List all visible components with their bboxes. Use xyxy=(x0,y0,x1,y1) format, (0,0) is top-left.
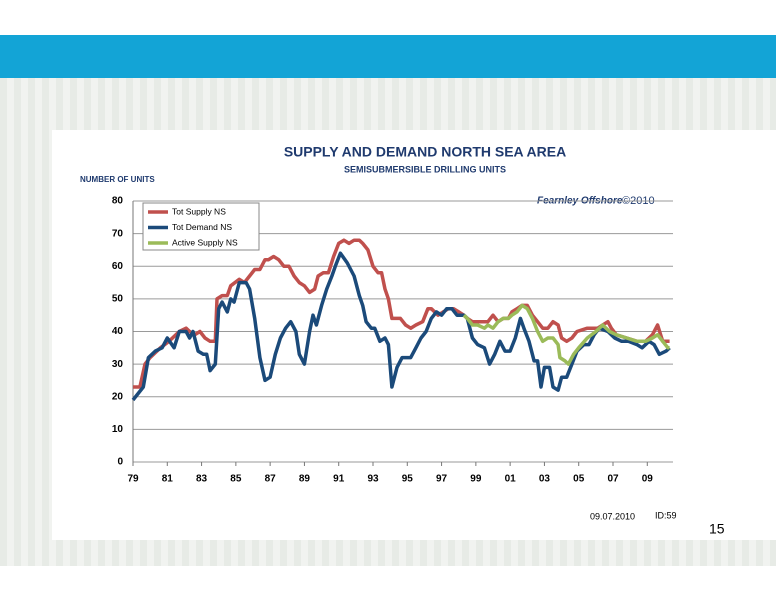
y-tick-label: 60 xyxy=(112,261,124,272)
chart-title: SUPPLY AND DEMAND NORTH SEA AREA xyxy=(284,144,566,160)
x-tick-label: 03 xyxy=(539,474,551,485)
x-tick-label: 99 xyxy=(470,474,482,485)
x-tick-label: 97 xyxy=(436,474,448,485)
y-tick-label: 50 xyxy=(112,294,124,305)
x-tick-label: 09 xyxy=(642,474,654,485)
y-tick-label: 30 xyxy=(112,359,124,370)
x-tick-label: 01 xyxy=(505,474,517,485)
y-axis-label: NUMBER OF UNITS xyxy=(80,175,155,184)
chart-subtitle: SEMISUBMERSIBLE DRILLING UNITS xyxy=(344,164,506,174)
x-tick-label: 91 xyxy=(333,474,345,485)
x-tick-label: 05 xyxy=(573,474,585,485)
x-tick-label: 79 xyxy=(127,474,139,485)
x-tick-label: 89 xyxy=(299,474,311,485)
x-tick-label: 95 xyxy=(402,474,414,485)
header-band xyxy=(0,35,776,78)
x-tick-label: 85 xyxy=(230,474,242,485)
slide-id: ID:59 xyxy=(655,510,677,520)
series-line xyxy=(462,303,670,366)
y-tick-label: 20 xyxy=(112,391,124,402)
date: 09.07.2010 xyxy=(590,511,635,521)
legend-label: Tot Demand NS xyxy=(172,222,232,232)
stripe-band xyxy=(0,78,776,130)
x-tick-label: 87 xyxy=(265,474,277,485)
x-tick-label: 07 xyxy=(607,474,619,485)
series-line xyxy=(133,238,670,389)
legend-label: Active Supply NS xyxy=(172,237,238,247)
y-tick-label: 80 xyxy=(112,196,124,207)
x-tick-label: 81 xyxy=(162,474,174,485)
y-tick-label: 70 xyxy=(112,228,124,239)
legend-label: Tot Supply NS xyxy=(172,206,226,216)
x-tick-label: 93 xyxy=(367,474,379,485)
y-tick-label: 40 xyxy=(112,326,124,337)
page-number: 15 xyxy=(709,521,725,537)
stripe-band xyxy=(0,130,52,540)
stripe-band xyxy=(0,540,776,566)
y-tick-label: 10 xyxy=(112,424,124,435)
y-tick-label: 0 xyxy=(117,457,123,468)
x-tick-label: 83 xyxy=(196,474,208,485)
series-line xyxy=(131,251,671,402)
